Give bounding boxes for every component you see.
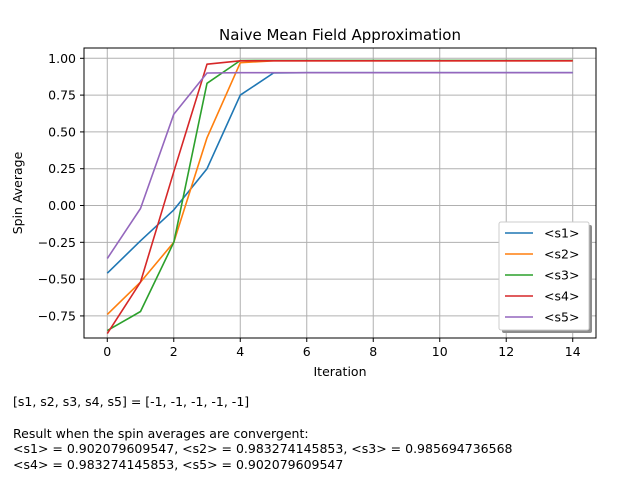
y-tick-label: 0.25 — [48, 161, 76, 176]
axis-ticks: 0 2 4 6 8 10 12 14 −0.75 −0.50 −0.25 0.00 0.25 0.50 0.… — [38, 51, 581, 359]
y-tick-label: 0.50 — [48, 124, 76, 139]
legend-box — [498, 221, 590, 331]
legend-entry-s1: <s1> — [544, 226, 579, 241]
x-tick-label: 0 — [103, 344, 111, 359]
legend-entry-s3: <s3> — [544, 268, 579, 283]
x-tick-label: 10 — [432, 344, 448, 359]
y-tick-label: −0.50 — [38, 272, 76, 287]
line-chart: 0 2 4 6 8 10 12 14 −0.75 −0.50 −0.25 0.00 0.25 0.50 0.… — [10, 26, 597, 379]
y-tick-label: 0.00 — [48, 198, 76, 213]
x-tick-label: 12 — [498, 344, 514, 359]
x-tick-label: 4 — [236, 344, 244, 359]
result-heading: Result when the spin averages are conver… — [13, 426, 309, 441]
initial-state-text: [s1, s2, s3, s4, s5] = [-1, -1, -1, -1, … — [13, 394, 250, 409]
y-tick-label: −0.25 — [38, 235, 76, 250]
x-tick-label: 6 — [303, 344, 311, 359]
legend-entry-s5: <s5> — [544, 310, 579, 325]
y-tick-label: 1.00 — [48, 51, 76, 66]
legend-entry-s4: <s4> — [544, 289, 579, 304]
series-line-s4 — [106, 59, 573, 335]
y-axis-label: Spin Average — [10, 151, 25, 234]
result-line-2: <s4> = 0.983274145853, <s5> = 0.90207960… — [13, 457, 344, 472]
result-line-1: <s1> = 0.902079609547, <s2> = 0.98327414… — [13, 441, 513, 456]
chart-title: Naive Mean Field Approximation — [219, 26, 461, 44]
series-lines — [106, 59, 573, 335]
x-tick-label: 2 — [170, 344, 178, 359]
plot-frame — [83, 47, 597, 339]
x-axis-label: Iteration — [313, 364, 366, 379]
x-tick-label: 8 — [369, 344, 377, 359]
legend: <s1> <s2> <s3> <s4> <s5> — [498, 221, 592, 333]
series-line-s5 — [106, 71, 573, 259]
x-tick-label: 14 — [565, 344, 581, 359]
legend-entry-s2: <s2> — [544, 247, 579, 262]
y-tick-label: 0.75 — [48, 88, 76, 103]
y-tick-label: −0.75 — [38, 308, 76, 323]
